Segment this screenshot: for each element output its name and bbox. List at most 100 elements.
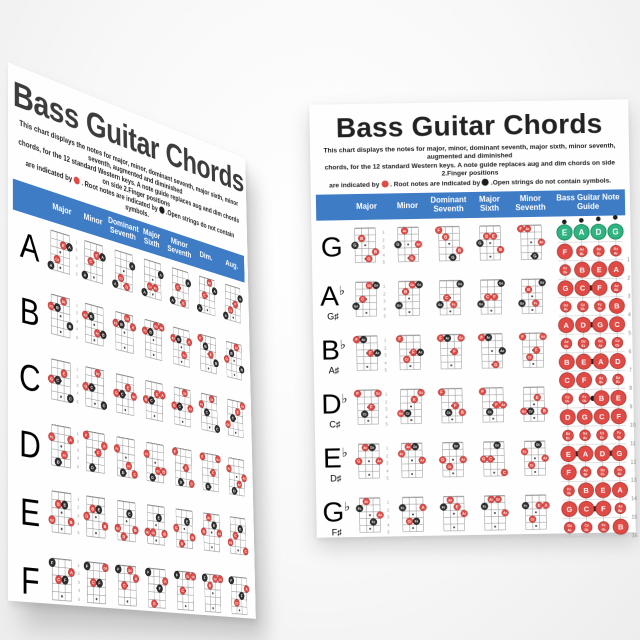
svg-text:F♯: F♯ [171, 336, 174, 341]
svg-text:A: A [583, 449, 589, 458]
guide-note [579, 429, 591, 441]
fret-marker-icon [123, 346, 126, 349]
svg-text:D♯: D♯ [600, 468, 605, 472]
svg-text:A: A [213, 289, 216, 294]
fret-number: 14 [631, 496, 637, 502]
fret-marker-icon [365, 311, 368, 314]
svg-text:F: F [493, 294, 496, 299]
svg-text:F♯: F♯ [95, 331, 98, 336]
svg-text:D♯: D♯ [496, 498, 500, 502]
svg-text:B: B [583, 486, 589, 495]
svg-text:C: C [178, 404, 181, 409]
chord-cell: G C D♯ A♯ [168, 377, 197, 443]
svg-text:G♯: G♯ [229, 541, 232, 545]
guide-note [614, 502, 627, 514]
svg-text:F: F [201, 454, 203, 459]
fret-scale-number: 1 [382, 229, 385, 235]
fret-marker-icon [366, 365, 369, 368]
note-dot-icon [451, 402, 460, 410]
svg-text:F♯: F♯ [114, 321, 117, 326]
svg-text:A: A [198, 305, 201, 310]
svg-text:G: G [84, 383, 87, 389]
svg-text:C: C [90, 385, 93, 391]
note-dot-icon [459, 455, 467, 464]
svg-text:F♯: F♯ [127, 464, 130, 469]
key-cell: F [13, 545, 47, 617]
note-dot-icon [486, 455, 495, 463]
svg-text:G♯: G♯ [116, 526, 120, 531]
chord-diagram: G♯ B F♯ G♯ [518, 278, 546, 314]
fret-scale-number: 5 [387, 529, 390, 535]
svg-text:F: F [199, 335, 201, 340]
fret-marker-icon [94, 531, 97, 535]
guide-note [577, 445, 594, 462]
guide-note [560, 301, 572, 313]
guide-note [575, 316, 592, 333]
note-dot-icon [404, 409, 412, 417]
svg-text:C♯: C♯ [600, 431, 605, 435]
guide-note [593, 408, 610, 425]
fret-marker-icon [61, 595, 64, 598]
svg-text:G♯: G♯ [567, 524, 572, 528]
svg-text:G♯: G♯ [522, 410, 527, 414]
svg-text:C♯: C♯ [406, 412, 410, 416]
guide-note [576, 372, 593, 389]
svg-text:G: G [367, 256, 370, 261]
key-label: C [19, 355, 41, 401]
svg-text:F♯: F♯ [372, 520, 376, 524]
svg-text:A♯: A♯ [462, 512, 466, 516]
guide-note [594, 337, 607, 349]
chord-diagram: G♯D E B [113, 495, 140, 545]
fret-scale-number: 1 [384, 391, 388, 397]
guide-note [608, 261, 625, 278]
svg-text:F♯: F♯ [145, 452, 148, 457]
note-dot-icon [418, 456, 426, 464]
svg-text:G: G [410, 255, 413, 260]
svg-text:B: B [69, 324, 72, 330]
guide-note [559, 372, 576, 389]
svg-text:A: A [563, 321, 569, 330]
svg-text:C: C [57, 377, 60, 383]
chord-diagram: F♯C♯ F♯A [398, 496, 427, 532]
column-header: Minor Seventh [515, 194, 546, 213]
chord-diagram: FC♯FA [227, 572, 251, 618]
guide-note [559, 264, 571, 276]
svg-text:C: C [216, 426, 219, 431]
chord-diagram: F♯ C♯ D♯ A♯ [520, 440, 549, 476]
svg-text:A: A [187, 281, 190, 287]
note-dot-icon [49, 515, 55, 524]
svg-text:D♯: D♯ [536, 443, 540, 447]
chord-diagram: AC♯FA [221, 279, 244, 327]
svg-text:B: B [120, 321, 123, 327]
chord-diagram: AC♯ F♯A [139, 253, 165, 304]
fret-marker-icon [95, 597, 98, 601]
key-label: F [21, 559, 40, 603]
svg-text:C: C [69, 396, 72, 402]
svg-text:F♯: F♯ [156, 469, 159, 474]
fret-marker-icon [60, 511, 63, 515]
svg-text:G♯: G♯ [438, 303, 443, 307]
guide-note [592, 316, 609, 333]
chord-cell: A C♯ F A [219, 275, 246, 339]
svg-text:E: E [128, 511, 130, 516]
note-dot-icon [355, 504, 364, 513]
svg-text:E♭: E♭ [597, 252, 601, 256]
note-dot-icon [542, 501, 550, 509]
svg-text:G♯: G♯ [540, 281, 545, 285]
guide-note [576, 408, 593, 425]
svg-text:B: B [103, 524, 106, 530]
svg-text:D: D [91, 465, 94, 471]
svg-text:G♯: G♯ [520, 302, 525, 306]
chord-cell: F C♯ F A♯ [472, 379, 514, 434]
svg-text:A♭: A♭ [583, 436, 588, 440]
chord-cell: G♯ C♯ E B [141, 495, 171, 562]
svg-text:F: F [117, 566, 119, 571]
guide-note [596, 466, 609, 478]
note-dot-icon [526, 353, 534, 361]
fret-marker-icon [411, 513, 414, 516]
svg-text:A: A [579, 228, 585, 237]
svg-text:C♯: C♯ [528, 356, 532, 360]
guide-note [595, 374, 607, 386]
fret-scale-number: 4 [382, 252, 385, 258]
svg-text:D♯: D♯ [213, 577, 216, 581]
